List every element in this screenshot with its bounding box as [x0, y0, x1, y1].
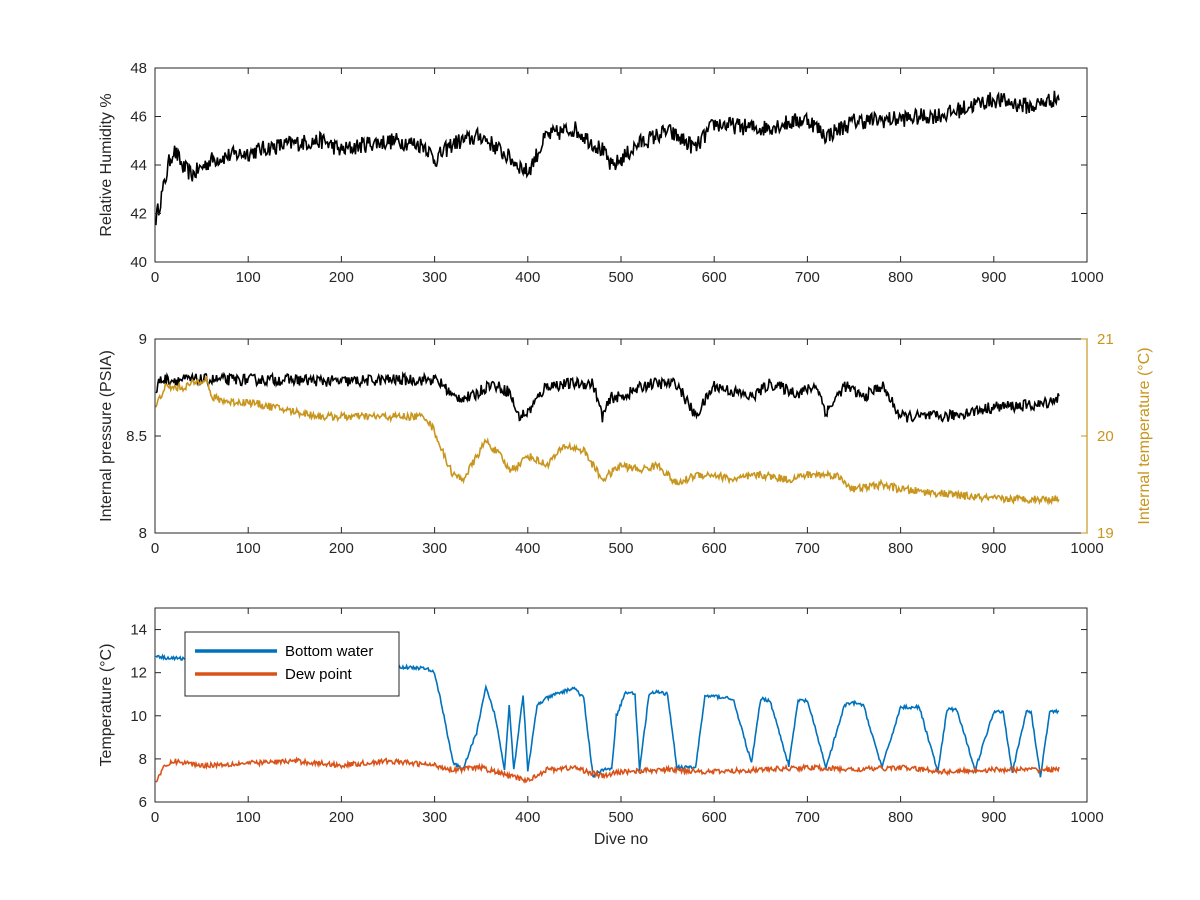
chart-panel-1: 0 100 200 300 400 500 600 700 800 900 1000 40 42 44 46… — [98, 60, 1104, 286]
y-tick-label: 46 — [130, 109, 147, 126]
y-tick-label: 6 — [139, 794, 147, 811]
x-tick-label: 0 — [151, 809, 159, 826]
x-tick-label: 0 — [151, 269, 159, 286]
axes-box — [154, 338, 1088, 534]
y-axis-label: Relative Humidity % — [98, 93, 115, 236]
legend: Bottom water Dew point — [184, 631, 400, 697]
x-tick-label: 800 — [888, 809, 913, 826]
legend-box — [184, 631, 400, 697]
x-tick-label: 700 — [795, 540, 820, 557]
series-line-internal-temperature — [155, 375, 1060, 506]
y2-axis-label: Internal temperature (°C) — [1136, 347, 1153, 524]
y-tick-label: 10 — [130, 708, 147, 725]
x-tick-label: 800 — [888, 269, 913, 286]
x-tick-label: 400 — [515, 809, 540, 826]
x-tick-label: 900 — [981, 809, 1006, 826]
y-tick-label: 40 — [130, 254, 147, 271]
x-tick-label: 700 — [795, 269, 820, 286]
x-tick-label: 300 — [422, 540, 447, 557]
x-tick-label: 1000 — [1070, 809, 1103, 826]
chart-panel-3: 0 100 200 300 400 500 600 700 800 900 1000 6 8 10 12 14… — [98, 607, 1104, 848]
chart-panel-2: 0 100 200 300 400 500 600 700 800 900 1000 8 8.5 9 19 2… — [98, 331, 1153, 557]
y-tick-label: 8 — [139, 525, 147, 542]
x-tick-label: 700 — [795, 809, 820, 826]
x-tick-label: 800 — [888, 540, 913, 557]
y-axis-label: Internal pressure (PSIA) — [98, 350, 115, 522]
y-tick-label: 44 — [130, 157, 147, 174]
x-tick-label: 500 — [608, 269, 633, 286]
series-line-dew-point — [155, 756, 1060, 784]
y-axis-label: Temperature (°C) — [98, 644, 115, 767]
y-tick-label: 48 — [130, 60, 147, 77]
x-tick-label: 900 — [981, 269, 1006, 286]
x-tick-label: 200 — [329, 809, 354, 826]
y2-tick-label: 20 — [1097, 428, 1114, 445]
x-tick-label: 100 — [236, 809, 261, 826]
legend-label: Dew point — [285, 666, 353, 683]
x-tick-label: 100 — [236, 540, 261, 557]
y2-tick-label: 19 — [1097, 525, 1114, 542]
x-tick-label: 400 — [515, 269, 540, 286]
x-tick-label: 300 — [422, 809, 447, 826]
y-tick-label: 8.5 — [126, 428, 147, 445]
x-tick-label: 600 — [702, 540, 727, 557]
x-tick-label: 0 — [151, 540, 159, 557]
x-tick-label: 200 — [329, 269, 354, 286]
x-tick-label: 900 — [981, 540, 1006, 557]
x-tick-label: 600 — [702, 809, 727, 826]
series-line-relative-humidity — [155, 90, 1060, 226]
legend-label: Bottom water — [285, 643, 373, 660]
x-tick-label: 500 — [608, 809, 633, 826]
x-axis-label: Dive no — [594, 831, 648, 848]
x-tick-label: 600 — [702, 269, 727, 286]
x-tick-label: 400 — [515, 540, 540, 557]
y-tick-label: 42 — [130, 206, 147, 223]
x-tick-label: 200 — [329, 540, 354, 557]
y2-tick-label: 21 — [1097, 331, 1114, 348]
y-tick-label: 14 — [130, 622, 147, 639]
y-tick-label: 8 — [139, 751, 147, 768]
x-tick-label: 1000 — [1070, 540, 1103, 557]
series-line-internal-pressure — [155, 370, 1060, 423]
x-tick-label: 300 — [422, 269, 447, 286]
x-tick-label: 500 — [608, 540, 633, 557]
x-tick-label: 1000 — [1070, 269, 1103, 286]
x-tick-label: 100 — [236, 269, 261, 286]
y-tick-label: 12 — [130, 665, 147, 682]
y-tick-label: 9 — [139, 331, 147, 348]
